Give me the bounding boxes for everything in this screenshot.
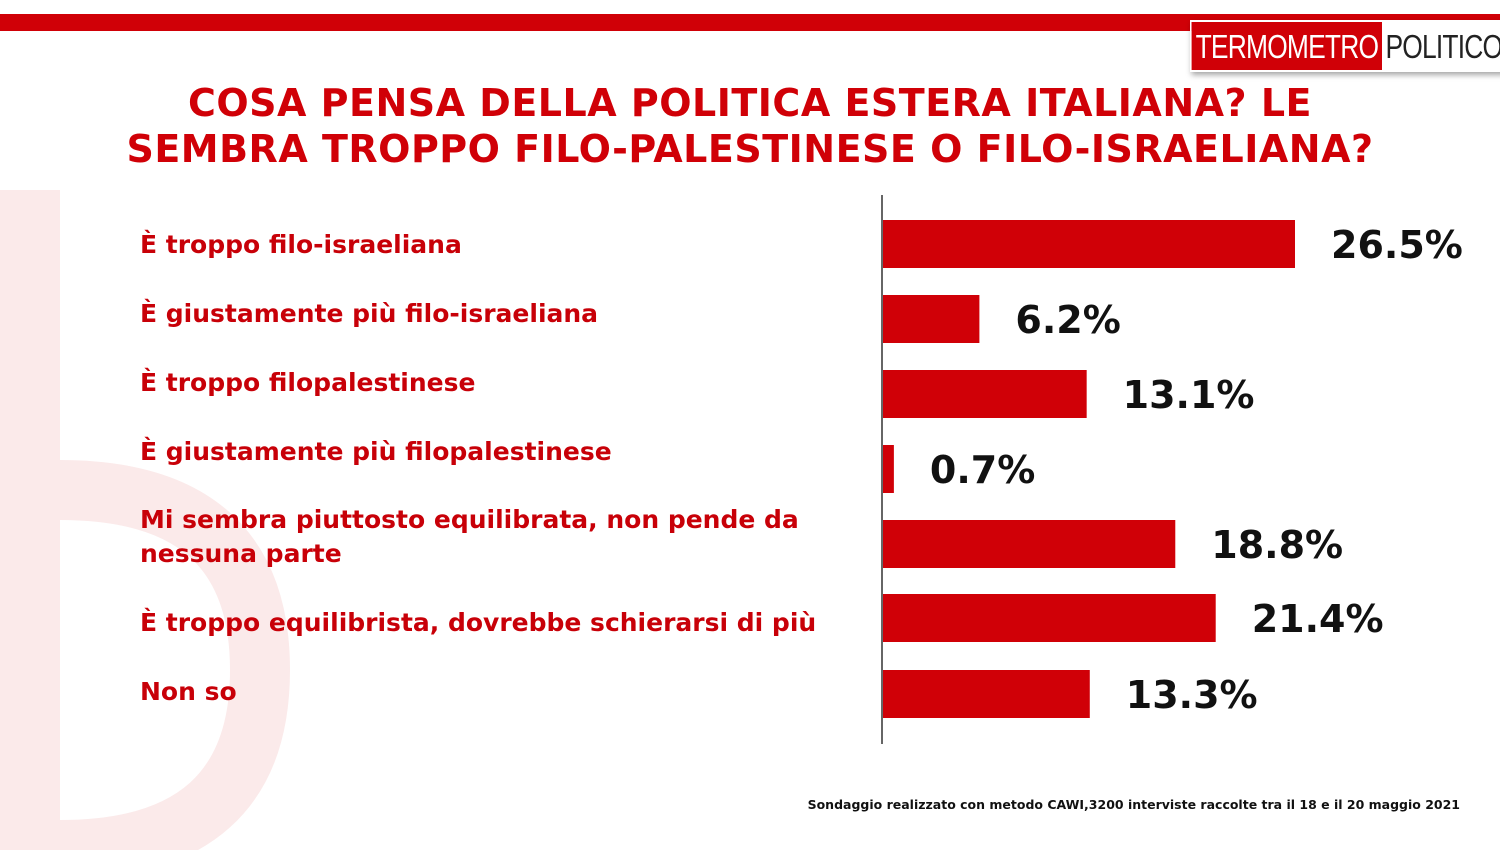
category-label: È troppo filo-israeliana (140, 230, 462, 259)
data-label: 21.4% (1252, 597, 1384, 641)
bar (883, 370, 1087, 418)
data-label: 13.1% (1123, 373, 1255, 417)
category-label: Mi sembra piuttosto equilibrata, non pen… (140, 505, 799, 568)
data-label: 0.7% (930, 448, 1035, 492)
category-label: Non so (140, 677, 237, 706)
data-label: 26.5% (1331, 223, 1463, 267)
chart-title-line-2: SEMBRA TROPPO FILO-PALESTINESE O FILO-IS… (126, 127, 1374, 171)
bar (883, 295, 980, 343)
category-label: È giustamente più filopalestinese (140, 437, 612, 466)
logo-right-text: POLITICO (1382, 22, 1500, 70)
category-label: È troppo equilibrista, dovrebbe schierar… (140, 608, 817, 637)
logo-left-text: TERMOMETRO (1191, 22, 1383, 70)
data-label: 13.3% (1126, 673, 1258, 717)
chart-title-line-1: COSA PENSA DELLA POLITICA ESTERA ITALIAN… (187, 81, 1313, 125)
bar (883, 594, 1216, 642)
bar (883, 220, 1295, 268)
footnote: Sondaggio realizzato con metodo CAWI,320… (807, 797, 1460, 812)
bar (883, 520, 1176, 568)
data-label: 6.2% (1015, 298, 1120, 342)
bar (883, 670, 1090, 718)
background-watermark (0, 190, 290, 850)
category-label: È giustamente più filo-israeliana (140, 299, 599, 328)
category-label: È troppo filopalestinese (140, 368, 476, 397)
chart-title: COSA PENSA DELLA POLITICA ESTERA ITALIAN… (40, 80, 1460, 172)
bar (883, 445, 894, 493)
top-red-bar (0, 14, 1500, 31)
termometro-politico-logo: TERMOMETRO POLITICO (1190, 20, 1500, 72)
data-label: 18.8% (1211, 523, 1343, 567)
